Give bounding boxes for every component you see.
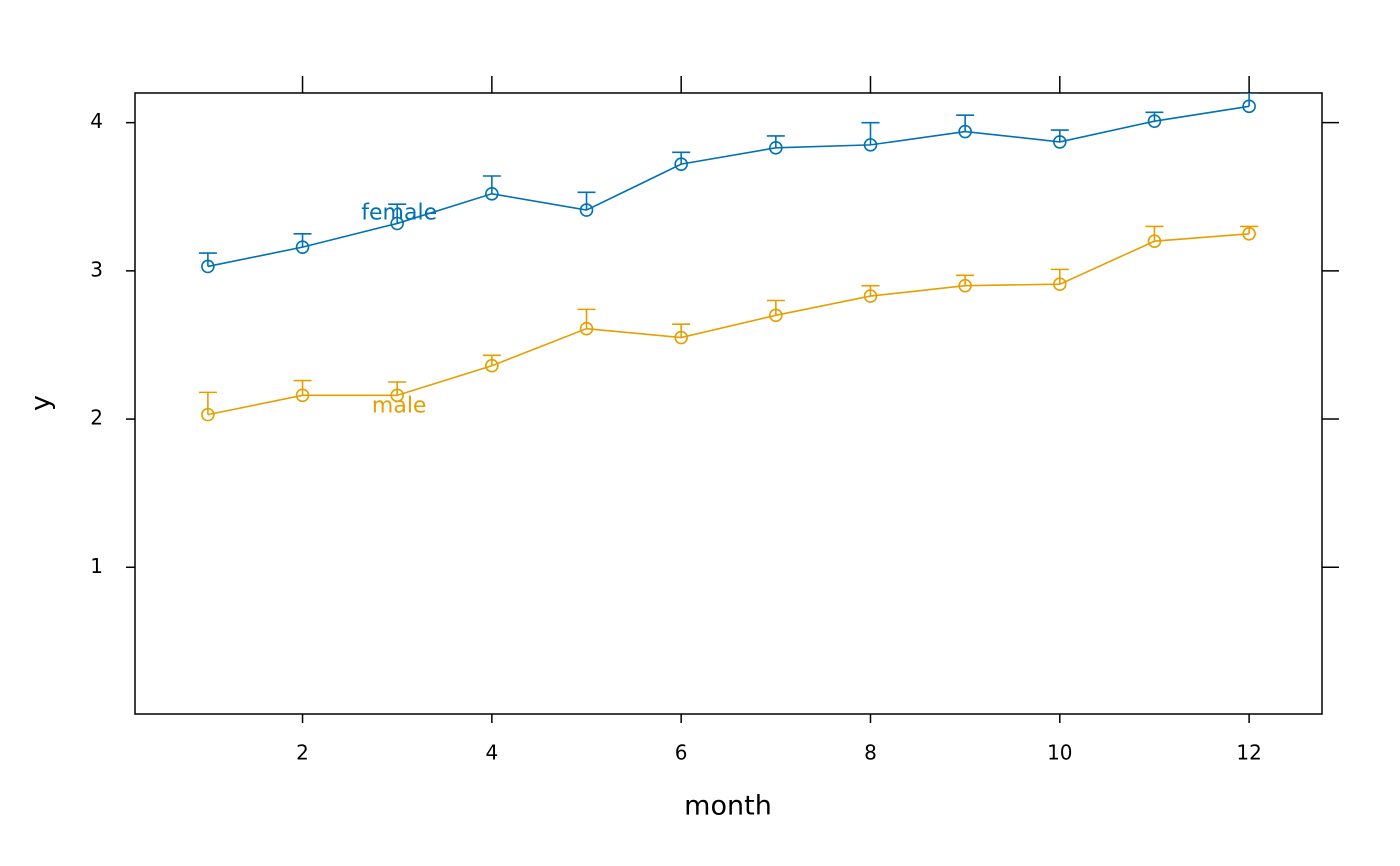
error-bar: [293, 379, 312, 396]
series-label: male: [372, 393, 427, 418]
x-axis-label: month: [684, 791, 772, 822]
point: [769, 141, 783, 155]
series-line: [207, 233, 1250, 416]
point: [390, 216, 405, 231]
point: [390, 388, 405, 403]
error-bar: [198, 391, 217, 415]
error-bar: [577, 191, 596, 211]
x-tick-label: 12: [1236, 741, 1261, 765]
point: [1242, 99, 1256, 114]
x-tick-label: 10: [1047, 741, 1072, 765]
y-axis-label: y: [26, 395, 57, 411]
x-tick-label: 4: [485, 741, 498, 765]
point: [769, 308, 783, 323]
plot-area: [198, 93, 1259, 422]
point: [674, 157, 688, 171]
plot-frame: [134, 92, 1323, 715]
point: [201, 259, 215, 274]
x-tick-label: 6: [675, 741, 688, 765]
point: [863, 138, 878, 152]
point: [674, 330, 688, 345]
point: [1052, 277, 1067, 291]
x-tick-label: 2: [296, 741, 309, 765]
error-bar: [482, 175, 501, 194]
y-tick-label: 4: [90, 109, 103, 133]
point: [1147, 234, 1162, 249]
point: [201, 407, 215, 422]
series-label: female: [361, 200, 437, 225]
series-line: [207, 105, 1250, 268]
point: [958, 124, 972, 139]
point: [958, 278, 972, 293]
point: [295, 240, 310, 254]
point: [1242, 226, 1256, 241]
x-tick-label: 8: [864, 741, 877, 765]
error-bar: [861, 284, 880, 297]
point: [1052, 135, 1067, 149]
error-bar: [1145, 111, 1164, 122]
point: [863, 289, 878, 303]
y-tick-label: 3: [90, 257, 103, 281]
error-bar: [766, 299, 785, 316]
error-bar: [388, 203, 407, 224]
y-tick-label: 2: [90, 406, 103, 430]
error-bar: [482, 354, 501, 366]
point: [1147, 114, 1162, 128]
error-bar: [861, 121, 880, 145]
error-bar: [577, 308, 596, 329]
error-bar: [956, 274, 975, 286]
error-bar: [1145, 225, 1164, 242]
error-bar: [1050, 268, 1069, 285]
point: [485, 358, 499, 373]
y-tick-label: 1: [90, 554, 103, 578]
point: [579, 203, 594, 217]
error-bar: [956, 114, 975, 132]
point: [579, 321, 594, 336]
point: [295, 388, 310, 403]
point: [485, 186, 499, 201]
